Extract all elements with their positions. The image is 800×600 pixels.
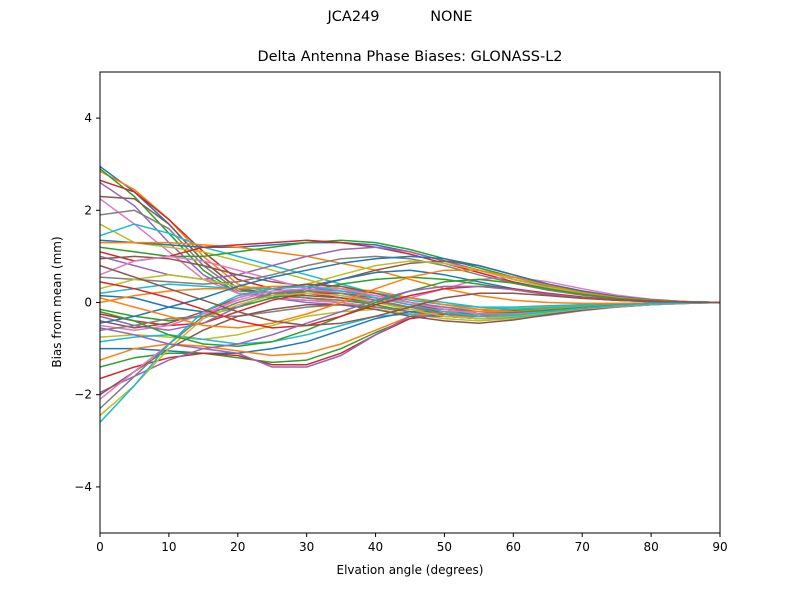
- series-line: [100, 241, 720, 305]
- x-tick-label: 40: [368, 540, 383, 554]
- series-line: [100, 255, 720, 324]
- chart-title: Delta Antenna Phase Biases: GLONASS-L2: [257, 49, 563, 65]
- x-tick-label: 60: [506, 540, 521, 554]
- series-line: [100, 264, 720, 327]
- y-tick-label: 2: [84, 203, 92, 217]
- series-line: [100, 285, 720, 423]
- x-tick-label: 90: [712, 540, 727, 554]
- series-line: [100, 290, 720, 410]
- y-tick-label: −4: [74, 480, 92, 494]
- x-axis-ticks: 0 10 20 30 40 50 60 70 80 90: [96, 533, 728, 554]
- series-line: [100, 269, 720, 329]
- x-tick-label: 70: [575, 540, 590, 554]
- x-tick-label: 0: [96, 540, 104, 554]
- x-axis-label: Elvation angle (degrees): [337, 563, 484, 577]
- series-layer: [100, 165, 720, 423]
- y-tick-label: 4: [84, 111, 92, 125]
- figure-suptitle: JCA249 NONE: [327, 9, 473, 25]
- y-tick-label: 0: [84, 296, 92, 310]
- y-tick-label: −2: [74, 388, 92, 402]
- y-axis-label: Bias from mean (mm): [50, 236, 64, 367]
- x-tick-label: 80: [643, 540, 658, 554]
- x-tick-label: 30: [299, 540, 314, 554]
- x-tick-label: 10: [161, 540, 176, 554]
- x-tick-label: 20: [230, 540, 245, 554]
- x-tick-label: 50: [437, 540, 452, 554]
- y-axis-ticks: −4 −2 0 2 4: [74, 111, 100, 494]
